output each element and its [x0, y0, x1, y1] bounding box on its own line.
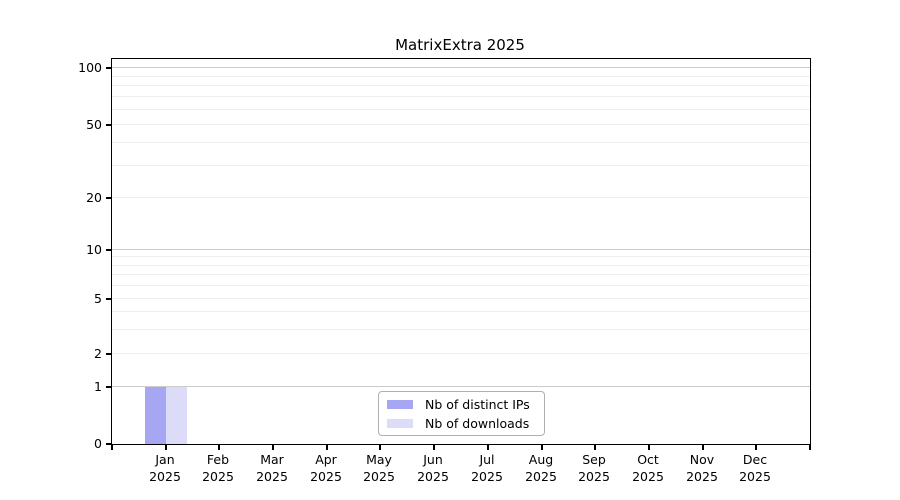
x-tick-month: Oct [637, 452, 659, 467]
x-tick-mark [541, 445, 543, 450]
y-gridline [112, 67, 810, 69]
y-tick-mark [106, 249, 111, 251]
y-gridline [112, 264, 810, 266]
x-tick-mark [165, 445, 167, 450]
x-tick-month: Aug [528, 452, 554, 467]
y-tick-mark [106, 67, 111, 69]
y-tick-mark [106, 124, 111, 126]
x-tick-month: Jun [423, 452, 443, 467]
y-gridline [112, 197, 810, 198]
x-tick-mark [111, 445, 113, 450]
y-gridline [112, 249, 810, 250]
x-tick-month: Dec [742, 452, 768, 467]
x-tick-year: 2025 [202, 469, 234, 484]
y-gridline [112, 285, 810, 287]
x-tick-label: Aug 2025 [510, 451, 572, 485]
x-tick-mark [648, 445, 650, 450]
bar-nb-of-downloads-jan-2025 [165, 387, 187, 444]
legend-item-downloads: Nb of downloads [387, 416, 536, 431]
y-gridline [112, 124, 810, 125]
x-tick-mark [809, 445, 811, 450]
y-tick-label: 10 [86, 242, 102, 257]
y-tick-mark [106, 386, 111, 388]
legend-label-downloads: Nb of downloads [425, 415, 530, 431]
x-tick-year: 2025 [739, 469, 771, 484]
y-tick-label: 20 [86, 190, 102, 205]
x-tick-label: Mar 2025 [241, 451, 303, 485]
x-tick-year: 2025 [686, 469, 718, 484]
x-tick-year: 2025 [417, 469, 449, 484]
y-tick-label: 1 [94, 379, 102, 394]
y-gridline [112, 256, 810, 258]
chart-title: MatrixExtra 2025 [395, 36, 525, 54]
x-tick-month: Mar [260, 452, 284, 467]
x-tick-mark [594, 445, 596, 450]
x-tick-month: Nov [689, 452, 715, 467]
y-tick-label: 5 [94, 291, 102, 306]
x-tick-mark [433, 445, 435, 450]
y-gridline [112, 298, 810, 300]
y-tick-label: 0 [94, 436, 102, 451]
x-tick-mark [702, 445, 704, 450]
x-tick-label: Dec 2025 [724, 451, 786, 485]
x-tick-month: Jan [155, 452, 175, 467]
x-tick-year: 2025 [363, 469, 395, 484]
legend-swatch-distinct-ips [387, 399, 413, 409]
x-tick-label: Feb 2025 [187, 451, 249, 485]
y-gridline [112, 96, 810, 98]
y-tick-mark [106, 298, 111, 300]
x-tick-month: Sep [582, 452, 606, 467]
y-tick-label: 100 [78, 60, 102, 75]
x-tick-year: 2025 [578, 469, 610, 484]
x-tick-mark [487, 445, 489, 450]
y-tick-mark [106, 197, 111, 199]
x-tick-label: Sep 2025 [563, 451, 625, 485]
y-gridline [112, 274, 810, 276]
y-gridline [112, 311, 810, 313]
y-gridline [112, 109, 810, 111]
x-tick-label: Jul 2025 [456, 451, 518, 485]
x-tick-label: May 2025 [348, 451, 410, 485]
x-tick-month: May [366, 452, 392, 467]
x-tick-year: 2025 [632, 469, 664, 484]
x-tick-mark [755, 445, 757, 450]
y-tick-mark [106, 353, 111, 355]
x-tick-year: 2025 [256, 469, 288, 484]
x-tick-label: Apr 2025 [295, 451, 357, 485]
x-tick-month: Feb [206, 452, 230, 467]
legend-label-distinct-ips: Nb of distinct IPs [425, 396, 530, 412]
x-tick-mark [272, 445, 274, 450]
plot-area [111, 58, 811, 445]
bar-nb-of-distinct-ips-jan-2025 [144, 387, 166, 444]
x-tick-month: Apr [315, 452, 337, 467]
y-gridline [112, 353, 810, 354]
y-gridline [112, 75, 810, 77]
y-gridline [112, 85, 810, 87]
x-tick-label: Jan 2025 [134, 451, 196, 485]
x-tick-mark [379, 445, 381, 450]
x-tick-month: Jul [479, 452, 495, 467]
legend: Nb of distinct IPs Nb of downloads [378, 391, 545, 436]
y-gridline [112, 385, 810, 387]
y-tick-label: 2 [94, 346, 102, 361]
legend-swatch-downloads [387, 418, 413, 428]
legend-item-distinct-ips: Nb of distinct IPs [387, 397, 536, 412]
y-gridline [112, 164, 810, 166]
x-tick-year: 2025 [149, 469, 181, 484]
y-gridline [112, 328, 810, 330]
x-tick-year: 2025 [471, 469, 503, 484]
x-tick-label: Jun 2025 [402, 451, 464, 485]
x-tick-label: Nov 2025 [671, 451, 733, 485]
y-tick-mark [106, 443, 111, 445]
x-tick-mark [218, 445, 220, 450]
x-tick-year: 2025 [525, 469, 557, 484]
x-tick-mark [326, 445, 328, 450]
y-gridline [112, 141, 810, 143]
x-tick-label: Oct 2025 [617, 451, 679, 485]
y-tick-label: 50 [86, 117, 102, 132]
x-tick-year: 2025 [310, 469, 342, 484]
